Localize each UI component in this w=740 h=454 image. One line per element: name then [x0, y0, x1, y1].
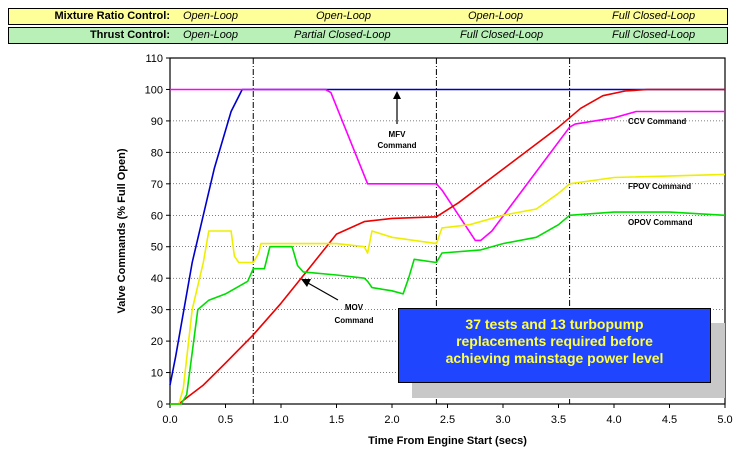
plot-frame: [169, 57, 726, 405]
y-tick-label-10: 10: [151, 368, 163, 380]
y-tick-label-50: 50: [151, 242, 163, 254]
x-tick-label-5.0: 5.0: [717, 414, 732, 426]
opov-annotation: OPOV Command: [628, 218, 693, 227]
y-tick-label-20: 20: [151, 336, 163, 348]
callout-line-2: replacements required before: [456, 333, 653, 349]
thrust-phase-3: Full Closed-Loop: [460, 29, 544, 41]
y-tick-label-0: 0: [157, 399, 163, 411]
x-tick-label-4.5: 4.5: [662, 414, 677, 426]
y-tick-label-100: 100: [145, 84, 163, 96]
opov-command-line: [170, 211, 726, 405]
mixture-ratio-control-label: Mixture Ratio Control:: [54, 10, 171, 22]
mixture-phase-1: Open-Loop: [183, 10, 239, 22]
y-tick-label-90: 90: [151, 116, 163, 128]
mov-annotation-line1: MOV: [345, 303, 364, 312]
fpov-command-line: [170, 173, 726, 405]
y-tick-label-110: 110: [145, 53, 163, 65]
x-tick-label-2.5: 2.5: [440, 414, 455, 426]
tick-labels: 0 10 20 30 40 50 60 70 80 90 100 110 0.0 0.5 1.0 1.5 2.0…: [145, 53, 733, 426]
mfv-annotation: MFV Command: [377, 91, 417, 150]
ccv-annotation: CCV Command: [628, 117, 686, 126]
mfv-arrow-head: [393, 91, 401, 99]
thrust-phase-1: Open-Loop: [183, 29, 239, 41]
axes: [166, 57, 726, 408]
thrust-phase-2: Partial Closed-Loop: [294, 29, 391, 41]
mixture-phase-2: Open-Loop: [316, 10, 372, 22]
x-axis-label: Time From Engine Start (secs): [368, 435, 527, 447]
thrust-phase-4: Full Closed-Loop: [612, 29, 696, 41]
x-tick-label-1.5: 1.5: [329, 414, 344, 426]
mov-arrow-shaft: [307, 282, 339, 301]
mfv-annotation-line2: Command: [377, 141, 416, 150]
y-tick-label-70: 70: [151, 179, 163, 191]
mixture-ratio-control-band: Mixture Ratio Control: Open-Loop Open-Lo…: [8, 8, 728, 25]
y-axis-label: Valve Commands (% Full Open): [116, 148, 128, 313]
y-tick-label-30: 30: [151, 305, 163, 317]
y-tick-label-80: 80: [151, 147, 163, 159]
x-tick-label-2.0: 2.0: [384, 414, 399, 426]
callout-line-1: 37 tests and 13 turbopump: [465, 316, 644, 332]
thrust-control-band: Thrust Control: Open-Loop Partial Closed…: [8, 27, 728, 44]
callout-box: 37 tests and 13 turbopump replacements r…: [398, 308, 711, 383]
mov-arrow-head: [301, 279, 311, 287]
x-tick-label-1.0: 1.0: [273, 414, 288, 426]
mixture-phase-3: Open-Loop: [468, 10, 524, 22]
y-tick-label-60: 60: [151, 210, 163, 222]
mov-command-line: [170, 88, 725, 405]
mov-annotation-line2: Command: [334, 316, 373, 325]
y-tick-label-40: 40: [151, 273, 163, 285]
series-lines: [169, 88, 726, 405]
x-tick-label-3.0: 3.0: [495, 414, 510, 426]
x-tick-label-3.5: 3.5: [551, 414, 566, 426]
x-tick-label-0.0: 0.0: [162, 414, 177, 426]
fpov-annotation: FPOV Command: [628, 182, 691, 191]
x-tick-label-4.0: 4.0: [606, 414, 621, 426]
ccv-command-line: [170, 88, 725, 242]
mfv-annotation-line1: MFV: [389, 130, 407, 139]
mixture-phase-4: Full Closed-Loop: [612, 10, 696, 22]
callout-line-3: achieving mainstage power level: [445, 350, 664, 366]
thrust-control-label: Thrust Control:: [89, 29, 170, 41]
mov-annotation: MOV Command: [301, 279, 374, 325]
x-tick-label-0.5: 0.5: [218, 414, 233, 426]
